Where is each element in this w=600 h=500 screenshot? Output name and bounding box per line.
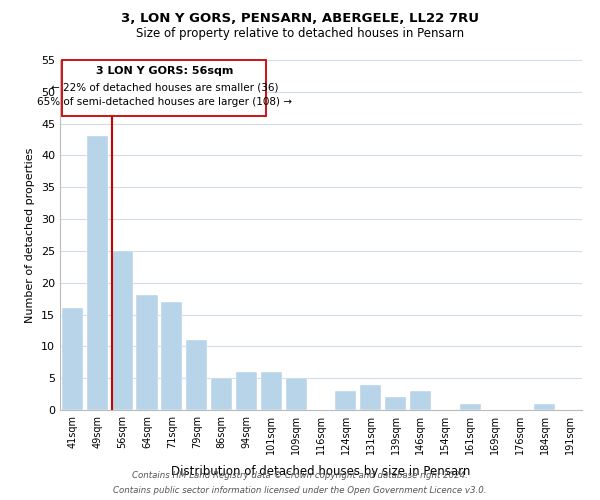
- Text: 65% of semi-detached houses are larger (108) →: 65% of semi-detached houses are larger (…: [37, 97, 292, 107]
- Bar: [112, 251, 133, 410]
- Text: ← 22% of detached houses are smaller (36): ← 22% of detached houses are smaller (36…: [50, 82, 278, 92]
- Text: Contains HM Land Registry data © Crown copyright and database right 2024.: Contains HM Land Registry data © Crown c…: [132, 471, 468, 480]
- Bar: [186, 340, 207, 410]
- Text: 3, LON Y GORS, PENSARN, ABERGELE, LL22 7RU: 3, LON Y GORS, PENSARN, ABERGELE, LL22 7…: [121, 12, 479, 26]
- Bar: [211, 378, 232, 410]
- Bar: [286, 378, 307, 410]
- Bar: [534, 404, 555, 410]
- Text: Contains public sector information licensed under the Open Government Licence v3: Contains public sector information licen…: [113, 486, 487, 495]
- Bar: [261, 372, 282, 410]
- Text: 3 LON Y GORS: 56sqm: 3 LON Y GORS: 56sqm: [96, 66, 233, 76]
- Bar: [62, 308, 83, 410]
- Y-axis label: Number of detached properties: Number of detached properties: [25, 148, 35, 322]
- X-axis label: Distribution of detached houses by size in Pensarn: Distribution of detached houses by size …: [172, 465, 470, 478]
- Text: Size of property relative to detached houses in Pensarn: Size of property relative to detached ho…: [136, 28, 464, 40]
- Bar: [161, 302, 182, 410]
- Bar: [360, 384, 381, 410]
- Bar: [87, 136, 108, 410]
- FancyBboxPatch shape: [62, 60, 266, 116]
- Bar: [136, 296, 158, 410]
- Bar: [410, 391, 431, 410]
- Bar: [236, 372, 257, 410]
- Bar: [385, 398, 406, 410]
- Bar: [335, 391, 356, 410]
- Bar: [460, 404, 481, 410]
